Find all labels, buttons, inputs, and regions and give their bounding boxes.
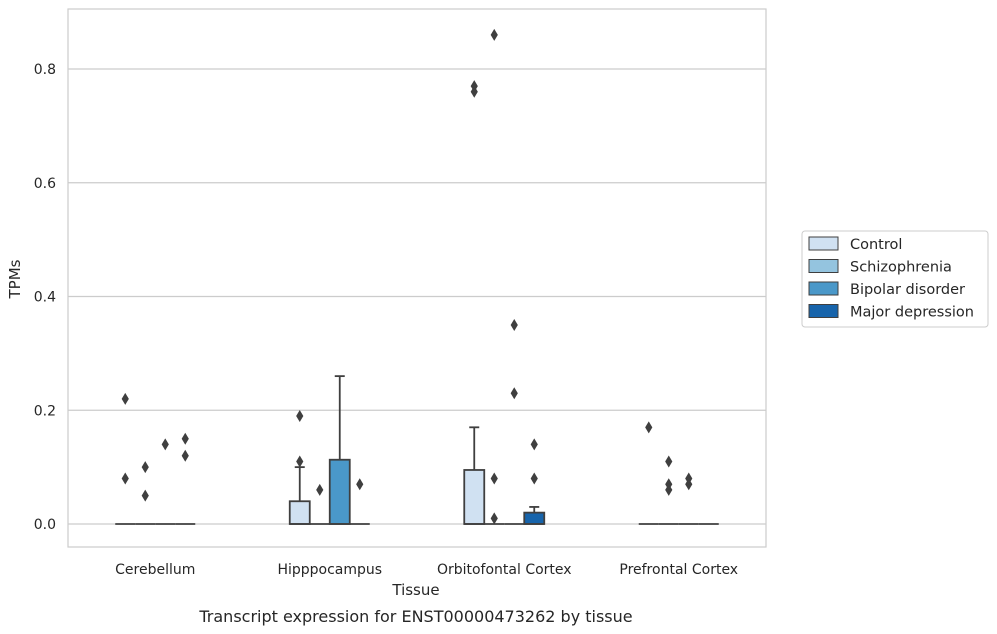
legend-item: Schizophrenia — [808, 259, 952, 276]
outlier-point — [316, 483, 324, 496]
outlier-point — [665, 455, 673, 468]
legend-item: Control — [808, 236, 902, 253]
y-axis-label: TPMs — [6, 259, 24, 299]
outlier-point — [685, 472, 693, 485]
legend-frame — [801, 230, 989, 328]
box-2-4 — [658, 455, 679, 525]
box-body — [523, 511, 546, 525]
box-plot-layer — [115, 28, 719, 525]
y-tick-label: 0.2 — [34, 403, 56, 419]
legend-item: Major depression — [808, 304, 974, 321]
box-1-4 — [638, 421, 659, 525]
legend-swatch — [808, 281, 839, 296]
box-1-1 — [115, 392, 136, 525]
box-4-2 — [349, 478, 370, 525]
legend-swatch — [808, 259, 839, 273]
outlier-point — [665, 478, 673, 491]
outlier-point — [510, 387, 518, 400]
box-body — [463, 469, 486, 525]
x-tick-labels: Cerebellum Hipppocampus Orbitofontal Corte… — [115, 562, 738, 578]
y-tick-label: 0.0 — [34, 517, 56, 533]
outlier-point — [296, 455, 304, 468]
outlier-point — [645, 421, 653, 434]
box-2-3 — [484, 28, 505, 525]
y-tick-labels: 0.0 0.2 0.4 0.6 0.8 — [34, 62, 56, 533]
legend: Control Schizophrenia Bipolar disorder Majo… — [801, 230, 989, 328]
x-tick-label: Hipppocampus — [277, 562, 382, 578]
legend-label: Control — [850, 237, 902, 253]
box-1-2 — [288, 409, 311, 525]
plot-frame — [67, 8, 767, 548]
outlier-point — [490, 512, 498, 525]
outlier-point — [141, 489, 149, 502]
box-3-4 — [678, 472, 699, 525]
outlier-point — [121, 472, 129, 485]
legend-swatch — [808, 236, 839, 251]
outlier-point — [296, 409, 304, 422]
x-tick-label: Prefrontal Cortex — [619, 562, 738, 578]
box-3-1 — [155, 438, 176, 525]
grid-lines — [68, 68, 766, 525]
y-tick-label: 0.8 — [34, 62, 56, 78]
box-4-1 — [175, 432, 196, 525]
outlier-point — [530, 472, 538, 485]
x-axis-label: Tissue — [391, 581, 439, 599]
box-2-1 — [135, 461, 156, 525]
chart-caption: Transcript expression for ENST0000047326… — [198, 607, 632, 626]
legend-label: Schizophrenia — [850, 260, 952, 276]
legend-swatch — [808, 304, 839, 318]
box-4-3 — [523, 438, 546, 525]
legend-item: Bipolar disorder — [808, 281, 965, 298]
x-tick-label: Orbitofontal Cortex — [437, 562, 572, 578]
outlier-point — [356, 478, 364, 491]
outlier-point — [490, 28, 498, 41]
box-body — [288, 500, 311, 525]
outlier-point — [181, 449, 189, 462]
box-body — [328, 458, 351, 525]
x-tick-label: Cerebellum — [115, 562, 195, 578]
outlier-point — [530, 438, 538, 451]
outlier-point — [510, 318, 518, 331]
y-tick-label: 0.4 — [34, 290, 56, 306]
box-1-3 — [463, 80, 486, 525]
legend-label: Bipolar disorder — [850, 282, 965, 298]
box-3-2 — [328, 375, 351, 525]
outlier-point — [181, 432, 189, 445]
y-tick-label: 0.6 — [34, 176, 56, 192]
outlier-point — [121, 392, 129, 405]
outlier-point — [141, 461, 149, 474]
outlier-point — [490, 472, 498, 485]
outlier-point — [161, 438, 169, 451]
box-3-3 — [504, 318, 525, 525]
box-2-2 — [309, 483, 330, 525]
legend-label: Major depression — [850, 305, 974, 321]
outlier-point — [470, 80, 478, 93]
